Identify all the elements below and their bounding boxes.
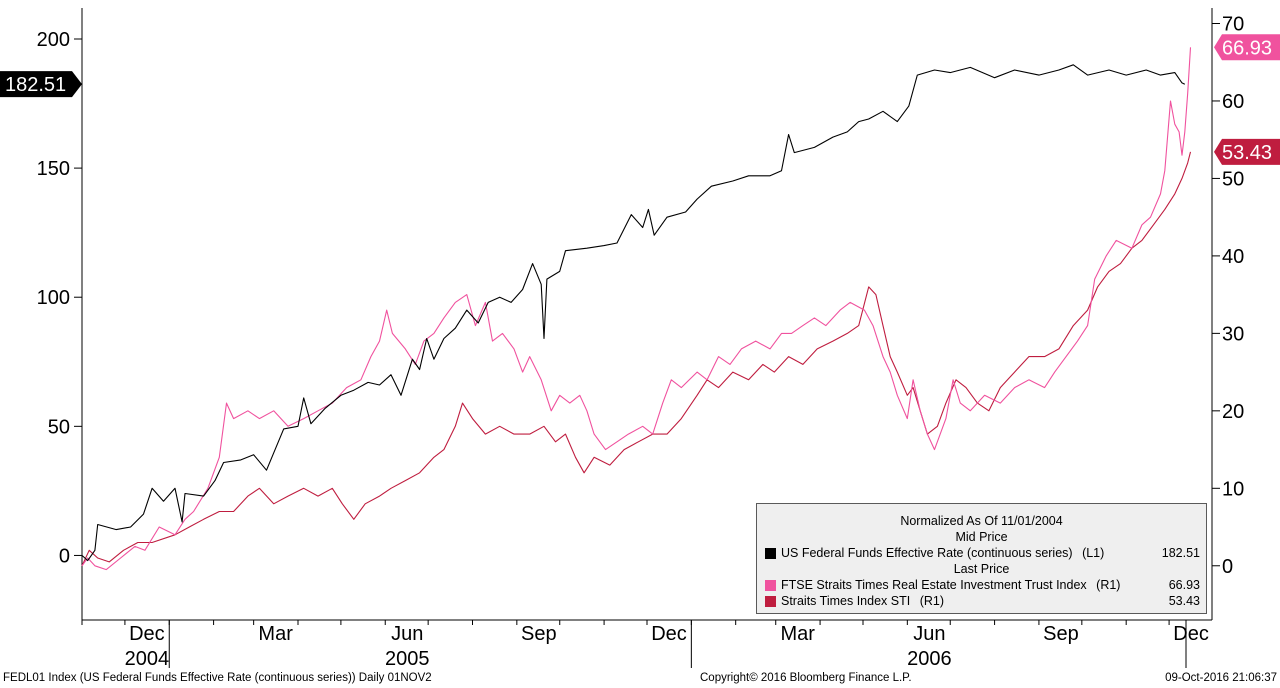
legend-entry-value: 182.51	[1161, 546, 1200, 560]
right-tick-label: 20	[1222, 401, 1244, 423]
right-tick-label: 0	[1222, 556, 1233, 578]
x-tick-label: Dec	[129, 623, 165, 645]
x-tick-label: Jun	[913, 623, 945, 645]
right-tick-label: 30	[1222, 323, 1244, 345]
last-value-tags: 182.51 66.93 53.43	[0, 34, 1280, 165]
last-value-label: 53.43	[1222, 142, 1272, 164]
legend-swatch	[765, 596, 776, 607]
legend-group-label: Mid Price	[955, 530, 1008, 544]
legend-entry-reit: FTSE Straits Times Real Estate Investmen…	[757, 577, 1206, 593]
legend-entry-value: 53.43	[1168, 594, 1200, 608]
series-lines	[81, 47, 1192, 571]
legend-title: Normalized As Of 11/01/2004	[900, 514, 1063, 528]
x-year-label: 2005	[385, 648, 430, 670]
legend: Normalized As Of 11/01/2004 Mid Price US…	[756, 503, 1207, 614]
legend-entry-sti: Straits Times Index STI (R1) 53.43	[757, 593, 1206, 609]
footer-timestamp: 09-Oct-2016 21:06:37	[1165, 672, 1277, 684]
left-tick-label: 200	[37, 29, 70, 51]
last-value-tag	[0, 71, 82, 98]
series-line-2	[81, 151, 1192, 567]
x-tick-label: Mar	[781, 623, 816, 645]
legend-entry-axis: (L1)	[1082, 546, 1105, 560]
footer-source: FEDL01 Index (US Federal Funds Effective…	[3, 672, 432, 684]
right-tick-label: 40	[1222, 246, 1244, 268]
legend-entry-name: US Federal Funds Effective Rate (continu…	[781, 546, 1073, 560]
legend-entry-axis: (R1)	[1096, 578, 1121, 592]
right-tick-label: 50	[1222, 168, 1244, 190]
x-tick-label: Jun	[391, 623, 423, 645]
left-tick-label: 150	[37, 158, 70, 180]
last-value-label: 66.93	[1222, 37, 1272, 59]
x-tick-label: Sep	[1043, 623, 1079, 645]
x-axis: Dec Mar Jun Sep Dec Mar Jun Sep Dec 2004 2005 2006	[81, 619, 1212, 670]
legend-swatch	[765, 548, 776, 559]
left-tick-label: 50	[48, 416, 70, 438]
legend-entry-name: Straits Times Index STI	[781, 594, 911, 608]
last-value-tag	[1214, 138, 1280, 165]
series-line-0	[81, 64, 1186, 562]
x-tick-label: Dec	[651, 623, 687, 645]
legend-entry-fed-funds: US Federal Funds Effective Rate (continu…	[757, 545, 1206, 561]
right-tick-label: 60	[1222, 91, 1244, 113]
left-axis: 0 50 100 150 200	[37, 8, 83, 620]
last-value-label: 182.51	[5, 74, 66, 96]
legend-entry-name: FTSE Straits Times Real Estate Investmen…	[781, 578, 1087, 592]
legend-entry-axis: (R1)	[919, 594, 945, 608]
right-tick-label: 70	[1222, 13, 1244, 35]
x-tick-label: Sep	[521, 623, 557, 645]
left-tick-label: 0	[59, 545, 70, 567]
series-line-1	[81, 47, 1192, 571]
last-value-tag	[1214, 34, 1280, 61]
legend-swatch	[765, 580, 776, 591]
left-tick-label: 100	[37, 287, 70, 309]
x-tick-label: Dec	[1173, 623, 1209, 645]
footer-copyright: Copyright© 2016 Bloomberg Finance L.P.	[700, 672, 912, 684]
legend-group-label: Last Price	[953, 562, 1010, 576]
legend-entry-value: 66.93	[1168, 578, 1200, 592]
x-year-label: 2006	[907, 648, 952, 670]
x-tick-label: Mar	[258, 623, 293, 645]
right-tick-label: 10	[1222, 478, 1244, 500]
x-year-label: 2004	[125, 648, 170, 670]
right-axis: 0 10 20 30 40 50 60 70	[1211, 8, 1244, 620]
